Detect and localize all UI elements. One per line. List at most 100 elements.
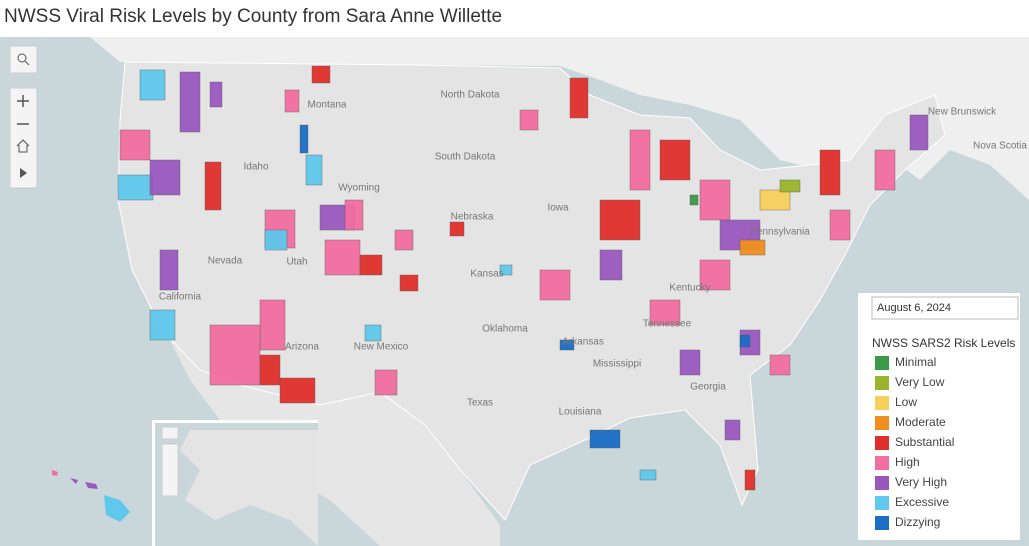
- map-label: Kansas: [470, 269, 503, 280]
- map-controls[interactable]: [9, 45, 38, 189]
- county: [279, 377, 316, 404]
- county: [359, 254, 383, 276]
- county: [209, 324, 261, 386]
- county: [449, 221, 465, 237]
- county: [779, 179, 801, 193]
- map-label: Iowa: [547, 203, 569, 214]
- hawaii: [70, 478, 78, 484]
- county: [539, 269, 571, 301]
- county: [299, 124, 309, 154]
- legend-title: NWSS SARS2 Risk Levels: [872, 336, 1015, 350]
- alaska-inset: [52, 420, 318, 546]
- county: [679, 349, 701, 376]
- legend-label: Minimal: [895, 355, 936, 369]
- map-label: Oklahoma: [482, 324, 528, 335]
- map-label: Nevada: [208, 256, 243, 267]
- search-button[interactable]: [9, 45, 38, 74]
- county: [649, 299, 681, 326]
- mexico: [170, 340, 500, 546]
- zoom-in[interactable]: [17, 95, 29, 107]
- county: [569, 77, 589, 119]
- county: [909, 114, 929, 151]
- county: [284, 89, 300, 113]
- county: [659, 139, 691, 181]
- county: [374, 369, 398, 396]
- county: [499, 264, 513, 276]
- pan[interactable]: [20, 168, 27, 178]
- search-icon: [24, 60, 30, 66]
- legend-label: Low: [895, 395, 917, 409]
- map-label: Mississippi: [593, 359, 641, 370]
- county: [599, 199, 641, 241]
- county: [159, 249, 179, 291]
- legend-label: Excessive: [895, 495, 949, 509]
- hawaii: [52, 470, 58, 476]
- inset-zoom[interactable]: [161, 443, 179, 497]
- map-label: Georgia: [690, 382, 726, 393]
- map-label: Wyoming: [338, 183, 380, 194]
- county: [399, 274, 419, 292]
- county: [204, 161, 222, 211]
- inset-search[interactable]: [161, 426, 179, 440]
- date-filter[interactable]: [871, 296, 1019, 320]
- county: [179, 71, 201, 133]
- county: [699, 259, 731, 291]
- legend-label: Moderate: [895, 415, 946, 429]
- map-labels: North Dakota Montana South Dakota Idaho Wyom…: [159, 90, 1028, 418]
- map-label: Arkansas: [562, 337, 604, 348]
- map-label: Kentucky: [669, 283, 710, 294]
- county: [724, 419, 741, 441]
- county: [117, 174, 154, 201]
- county: [819, 149, 841, 196]
- county: [699, 179, 731, 221]
- county: [769, 354, 791, 376]
- county: [874, 149, 896, 191]
- map-label: Idaho: [243, 162, 268, 173]
- county: [259, 299, 286, 351]
- county: [305, 154, 323, 186]
- county: [744, 469, 756, 491]
- county: [311, 65, 331, 84]
- legend-swatch: [875, 416, 889, 430]
- legend-swatch: [875, 496, 889, 510]
- usa-land: [117, 61, 946, 521]
- county: [364, 324, 382, 342]
- alaska: [180, 430, 318, 546]
- county: [344, 199, 364, 231]
- county: [259, 354, 281, 386]
- map-label: North Dakota: [441, 90, 500, 101]
- title: NWSS Viral Risk Levels by County from Sa…: [4, 6, 502, 27]
- county: [209, 81, 223, 108]
- map-label: Nova Scotia: [973, 141, 1027, 152]
- county: [759, 189, 791, 211]
- county: [149, 309, 176, 341]
- canada: [0, 37, 1029, 200]
- county: [119, 129, 151, 161]
- county: [739, 239, 766, 256]
- county: [829, 209, 851, 241]
- legend-swatch: [875, 516, 889, 530]
- date-text[interactable]: August 6, 2024: [877, 302, 951, 314]
- legend: Minimal Very Low Low Moderate Substantial Hig…: [875, 355, 954, 530]
- map-label: Utah: [286, 257, 307, 268]
- county: [559, 339, 575, 351]
- map-label: New Mexico: [354, 342, 409, 353]
- home[interactable]: [16, 139, 30, 153]
- map-label: Texas: [467, 398, 493, 409]
- map-label: Tennessee: [643, 319, 692, 330]
- map[interactable]: North Dakota Montana South Dakota Idaho Wyom…: [0, 37, 1029, 546]
- map-label: Arizona: [285, 342, 319, 353]
- county: [639, 469, 657, 481]
- county: [689, 194, 699, 206]
- legend-label: Substantial: [895, 435, 954, 449]
- county: [589, 429, 621, 449]
- county: [519, 109, 539, 131]
- map-label: Montana: [308, 100, 347, 111]
- legend-label: Very High: [895, 475, 947, 489]
- hawaii: [104, 495, 130, 522]
- hawaii: [85, 482, 98, 489]
- legend-label: Dizzying: [895, 515, 940, 529]
- legend-swatch: [875, 396, 889, 410]
- legend-label: High: [895, 455, 920, 469]
